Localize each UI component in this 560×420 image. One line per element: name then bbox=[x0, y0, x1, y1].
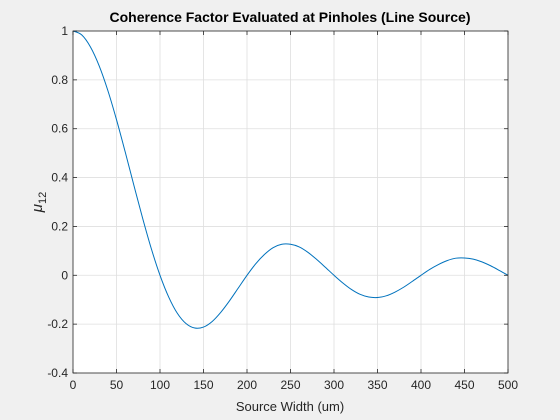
y-tick-label: -0.4 bbox=[47, 366, 68, 380]
x-tick-label: 250 bbox=[280, 378, 300, 392]
y-axis-label: μ12 bbox=[29, 192, 49, 213]
y-axis-label-group: μ12 bbox=[29, 192, 49, 213]
x-tick-label: 300 bbox=[324, 378, 344, 392]
y-axis-label-subscript: 12 bbox=[37, 192, 49, 204]
x-tick-label: 200 bbox=[237, 378, 257, 392]
series-layer bbox=[72, 30, 509, 329]
x-tick-label: 0 bbox=[70, 378, 77, 392]
x-tick-label: 500 bbox=[498, 378, 518, 392]
y-tick-label: 0 bbox=[61, 268, 68, 282]
x-tick-label: 50 bbox=[110, 378, 124, 392]
y-tick-label: 0.2 bbox=[51, 219, 68, 233]
tick-labels: 0 50 100 150 200 250 300 350 400 450 500 -0.4 -0.2 0 0… bbox=[47, 24, 518, 392]
x-tick-label: 450 bbox=[454, 378, 474, 392]
x-tick-label: 350 bbox=[367, 378, 387, 392]
series-line bbox=[72, 30, 509, 329]
x-tick-label: 400 bbox=[411, 378, 431, 392]
ticks bbox=[72, 30, 509, 374]
y-tick-label: 0.4 bbox=[51, 171, 68, 185]
x-tick-label: 100 bbox=[150, 378, 170, 392]
y-tick-label: -0.2 bbox=[47, 317, 68, 331]
x-tick-label: 150 bbox=[193, 378, 213, 392]
y-tick-label: 0.6 bbox=[51, 122, 68, 136]
chart-title: Coherence Factor Evaluated at Pinholes (… bbox=[110, 9, 471, 25]
y-tick-label: 1 bbox=[61, 24, 68, 38]
y-tick-label: 0.8 bbox=[51, 73, 68, 87]
y-axis-label-symbol: μ bbox=[29, 204, 46, 213]
x-axis-label: Source Width (um) bbox=[236, 399, 344, 414]
